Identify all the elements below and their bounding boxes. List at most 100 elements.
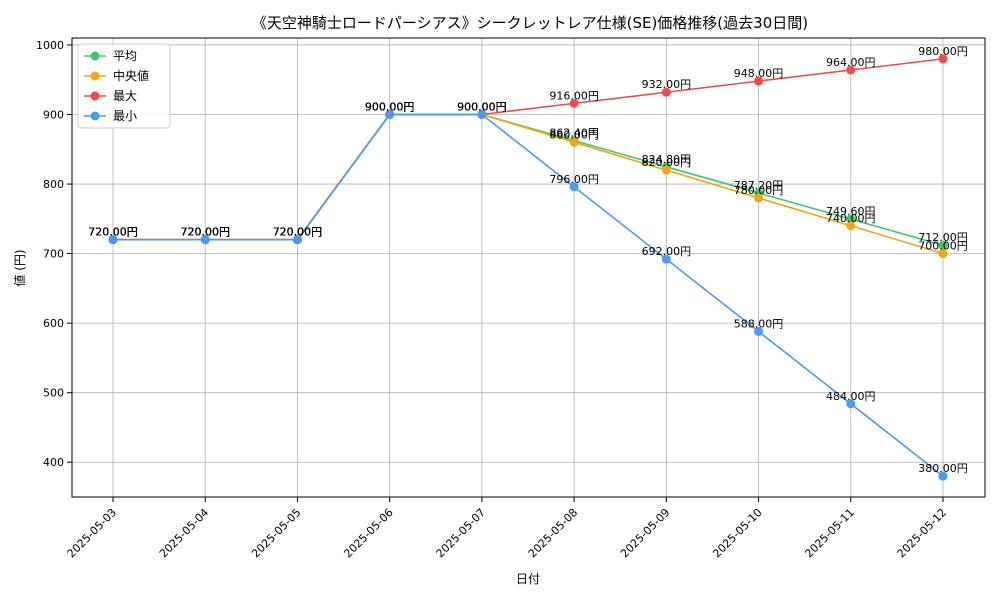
series-line-3 bbox=[113, 113, 944, 477]
x-axis-ticks: 2025-05-03 2025-05-04 2025-05-05 2025-05-06… bbox=[65, 497, 949, 560]
data-label: 964.00円 bbox=[826, 56, 876, 69]
data-point bbox=[754, 326, 764, 336]
data-label: 720.00円 bbox=[180, 226, 230, 239]
data-point bbox=[292, 235, 302, 245]
x-tick-label: 2025-05-11 bbox=[802, 506, 856, 560]
data-label: 932.00円 bbox=[642, 78, 692, 91]
y-tick-label: 800 bbox=[43, 178, 64, 191]
y-tick-label: 600 bbox=[43, 317, 64, 330]
data-label: 692.00円 bbox=[642, 245, 692, 258]
data-point bbox=[108, 235, 118, 245]
data-labels: 720.00円 720.00円 720.00円 900.00円 900.00円 862.4… bbox=[88, 45, 968, 475]
data-label: 780.00円 bbox=[734, 184, 784, 197]
data-label: 900.00円 bbox=[365, 101, 415, 114]
y-axis-ticks: 400 500 600 700 800 900 1000 bbox=[36, 39, 72, 469]
data-point bbox=[754, 193, 764, 203]
data-point bbox=[385, 110, 395, 119]
grid bbox=[72, 38, 985, 497]
data-point bbox=[477, 110, 487, 119]
data-label: 720.00円 bbox=[88, 226, 138, 239]
x-tick-label: 2025-05-07 bbox=[434, 506, 488, 560]
data-point bbox=[938, 240, 948, 250]
data-point bbox=[938, 471, 948, 481]
x-tick-label: 2025-05-03 bbox=[65, 506, 119, 560]
x-tick-label: 2025-05-05 bbox=[249, 506, 303, 560]
data-point bbox=[938, 249, 948, 259]
data-point bbox=[200, 235, 210, 245]
data-label: 948.00円 bbox=[734, 67, 784, 80]
legend-box bbox=[77, 43, 171, 129]
legend-entry: 平均 bbox=[113, 49, 137, 63]
data-label: 900.00円 bbox=[457, 101, 507, 114]
legend-marker bbox=[90, 71, 100, 81]
data-point bbox=[569, 98, 579, 108]
x-tick-label: 2025-05-04 bbox=[157, 506, 211, 560]
plot-frame bbox=[71, 37, 986, 498]
data-label: 740.00円 bbox=[826, 212, 876, 225]
legend-marker bbox=[90, 91, 100, 101]
data-label: 712.00円 bbox=[918, 231, 968, 244]
data-label: 720.00円 bbox=[273, 226, 323, 239]
data-label: 900.00円 bbox=[365, 101, 415, 114]
x-tick-label: 2025-05-08 bbox=[526, 506, 580, 560]
data-point bbox=[846, 65, 856, 75]
data-label: 860.00円 bbox=[549, 128, 599, 141]
data-label: 900.00円 bbox=[365, 101, 415, 114]
data-label: 700.00円 bbox=[918, 240, 968, 253]
data-label: 749.60円 bbox=[826, 205, 876, 218]
x-axis-label: 日付 bbox=[516, 572, 540, 586]
data-label: 380.00円 bbox=[918, 462, 968, 475]
data-point bbox=[569, 137, 579, 147]
data-point bbox=[661, 254, 671, 264]
data-label: 720.00円 bbox=[180, 226, 230, 239]
data-label: 720.00円 bbox=[180, 226, 230, 239]
data-label: 796.00円 bbox=[549, 173, 599, 186]
data-label: 862.40円 bbox=[549, 127, 599, 140]
data-point bbox=[938, 54, 948, 64]
series-line-0 bbox=[113, 113, 944, 247]
data-label: 900.00円 bbox=[457, 101, 507, 114]
y-tick-label: 1000 bbox=[36, 39, 64, 52]
data-point bbox=[661, 87, 671, 97]
data-label: 916.00円 bbox=[549, 89, 599, 102]
data-label: 720.00円 bbox=[88, 226, 138, 239]
legend-entry: 最大 bbox=[113, 89, 137, 103]
data-label: 484.00円 bbox=[826, 390, 876, 403]
x-tick-label: 2025-05-06 bbox=[341, 506, 395, 560]
series-layer bbox=[108, 54, 948, 481]
legend-entry: 中央値 bbox=[113, 68, 149, 83]
data-label: 720.00円 bbox=[273, 226, 323, 239]
data-point bbox=[661, 165, 671, 175]
y-tick-label: 700 bbox=[43, 248, 64, 261]
chart-title: 《天空神騎士ロードパーシアス》シークレットレア仕様(SE)価格推移(過去30日間… bbox=[252, 14, 808, 32]
data-label: 900.00円 bbox=[457, 101, 507, 114]
data-label: 900.00円 bbox=[457, 101, 507, 114]
data-label: 720.00円 bbox=[273, 226, 323, 239]
data-point bbox=[846, 214, 856, 224]
y-tick-label: 400 bbox=[43, 456, 64, 469]
series-line-2 bbox=[113, 58, 944, 241]
data-label: 980.00円 bbox=[918, 45, 968, 58]
data-label: 720.00円 bbox=[88, 226, 138, 239]
data-point bbox=[569, 182, 579, 192]
data-label: 720.00円 bbox=[180, 226, 230, 239]
legend-entry: 最小 bbox=[113, 109, 137, 123]
x-tick-label: 2025-05-09 bbox=[618, 506, 672, 560]
legend-marker bbox=[90, 111, 100, 121]
data-label: 900.00円 bbox=[365, 101, 415, 114]
y-tick-label: 900 bbox=[43, 109, 64, 122]
data-point bbox=[846, 399, 856, 409]
y-axis-label: 値 (円) bbox=[12, 249, 27, 286]
legend-marker bbox=[90, 51, 100, 61]
x-tick-label: 2025-05-12 bbox=[895, 506, 949, 560]
data-point bbox=[754, 76, 764, 86]
data-label: 720.00円 bbox=[88, 226, 138, 239]
data-point bbox=[846, 221, 856, 231]
data-label: 820.00円 bbox=[642, 156, 692, 169]
data-label: 720.00円 bbox=[273, 226, 323, 239]
data-label: 588.00円 bbox=[734, 317, 784, 330]
data-label: 824.80円 bbox=[642, 153, 692, 166]
data-label: 787.20円 bbox=[734, 179, 784, 192]
